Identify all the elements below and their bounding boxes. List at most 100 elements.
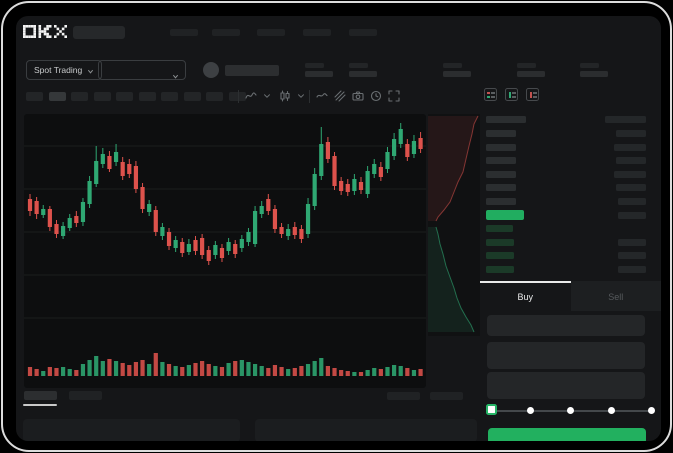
depth-chart	[428, 114, 480, 336]
bottom-tab-orders[interactable]	[24, 391, 57, 400]
price-placeholder	[486, 116, 526, 123]
orderbook-rows[interactable]	[486, 112, 646, 276]
candlestick-chart[interactable]	[24, 114, 426, 388]
tab-buy[interactable]: Buy	[480, 281, 571, 311]
slider-handle[interactable]	[486, 404, 497, 415]
nav-item-1[interactable]	[170, 29, 198, 36]
candle-type-icon[interactable]	[278, 89, 292, 103]
nav-item-5[interactable]	[349, 29, 377, 36]
amount-placeholder	[616, 157, 646, 165]
amount-placeholder	[618, 238, 646, 246]
bottom-action-1[interactable]	[387, 392, 420, 400]
total-input[interactable]	[487, 372, 645, 399]
timeframe-button-4[interactable]	[93, 92, 111, 101]
price-stat	[305, 63, 335, 79]
amount-placeholder	[614, 143, 646, 151]
timeframe-button-2[interactable]	[48, 92, 66, 101]
candlestick-svg	[24, 123, 426, 376]
ask-row-4[interactable]	[486, 168, 646, 182]
price-placeholder	[486, 184, 516, 192]
price-placeholder	[486, 197, 516, 205]
timeframe-button-9[interactable]	[206, 92, 223, 101]
price-placeholder	[486, 265, 514, 273]
price-placeholder	[486, 252, 514, 260]
compare-icon[interactable]	[333, 89, 347, 103]
ask-row-6[interactable]	[486, 195, 646, 209]
coin-icon	[203, 62, 219, 78]
slider-step-dot[interactable]	[608, 407, 615, 414]
last-price-row[interactable]	[486, 208, 646, 222]
timeframe-button-10[interactable]	[228, 92, 246, 101]
ask-row-1[interactable]	[486, 127, 646, 141]
app-window: Spot Trading	[16, 16, 661, 441]
pair-name-placeholder	[225, 65, 279, 76]
timeframe-button-7[interactable]	[161, 92, 178, 101]
price-stat	[580, 63, 610, 79]
market-type-dropdown[interactable]: Spot Trading	[26, 60, 103, 80]
clock-icon[interactable]	[369, 89, 383, 103]
depth-svg	[428, 115, 479, 333]
price-placeholder	[486, 157, 516, 165]
book-combined-view-icon[interactable]	[484, 88, 497, 101]
chevron-down-icon	[87, 67, 94, 74]
ask-row-5[interactable]	[486, 181, 646, 195]
fullscreen-icon[interactable]	[387, 89, 401, 103]
amount-placeholder	[618, 211, 646, 219]
camera-icon[interactable]	[351, 89, 365, 103]
active-tab-underline	[23, 404, 57, 406]
search-input[interactable]	[73, 26, 125, 39]
ask-row-2[interactable]	[486, 141, 646, 155]
slider-step-dot[interactable]	[527, 407, 534, 414]
history-table-placeholder	[255, 419, 477, 441]
price-placeholder	[486, 143, 516, 151]
pair-dropdown[interactable]	[98, 60, 186, 80]
price-placeholder	[486, 225, 513, 233]
bid-row-4[interactable]	[486, 263, 646, 277]
chevron-down-icon[interactable]	[260, 89, 274, 103]
timeframe-button-6[interactable]	[138, 92, 156, 101]
nav-item-4[interactable]	[303, 29, 331, 36]
amount-placeholder	[618, 197, 646, 205]
timeframe-button-8[interactable]	[183, 92, 201, 101]
book-bids-view-icon[interactable]	[505, 88, 518, 101]
slider-step-dot[interactable]	[648, 407, 655, 414]
book-asks-view-icon[interactable]	[526, 88, 539, 101]
tab-sell[interactable]: Sell	[570, 281, 661, 311]
amount-placeholder	[616, 130, 646, 138]
amount-placeholder	[605, 116, 646, 123]
amount-placeholder	[614, 170, 646, 178]
orderbook-header[interactable]	[486, 112, 646, 127]
timeframe-button-1[interactable]	[26, 92, 43, 101]
price-input[interactable]	[487, 315, 645, 336]
divider	[238, 90, 239, 103]
line-style-icon[interactable]	[244, 89, 258, 103]
nav-item-2[interactable]	[212, 29, 240, 36]
slider-step-dot[interactable]	[567, 407, 574, 414]
chevron-down-icon[interactable]	[294, 89, 308, 103]
timeframe-button-5[interactable]	[116, 92, 133, 101]
price-placeholder	[486, 170, 516, 178]
bid-row-1[interactable]	[486, 222, 646, 236]
orders-table-placeholder	[23, 419, 240, 441]
timeframe-button-3[interactable]	[71, 92, 88, 101]
price-placeholder	[486, 130, 516, 138]
bottom-tab-history[interactable]	[69, 391, 102, 400]
price-stat	[443, 63, 473, 79]
bid-row-3[interactable]	[486, 249, 646, 263]
bid-row-2[interactable]	[486, 236, 646, 250]
order-tabs: Buy Sell	[480, 281, 661, 311]
bottom-action-2[interactable]	[430, 392, 463, 400]
price-stat	[349, 63, 379, 79]
indicators-icon[interactable]	[315, 89, 329, 103]
ask-row-3[interactable]	[486, 154, 646, 168]
last-price-bar	[486, 210, 524, 220]
nav-item-3[interactable]	[257, 29, 285, 36]
divider	[309, 90, 310, 103]
price-stat	[517, 63, 547, 79]
amount-input[interactable]	[487, 342, 645, 369]
amount-placeholder	[618, 265, 646, 273]
okx-logo	[23, 25, 67, 38]
chevron-down-icon	[172, 67, 179, 79]
buy-submit-button[interactable]	[488, 428, 646, 441]
